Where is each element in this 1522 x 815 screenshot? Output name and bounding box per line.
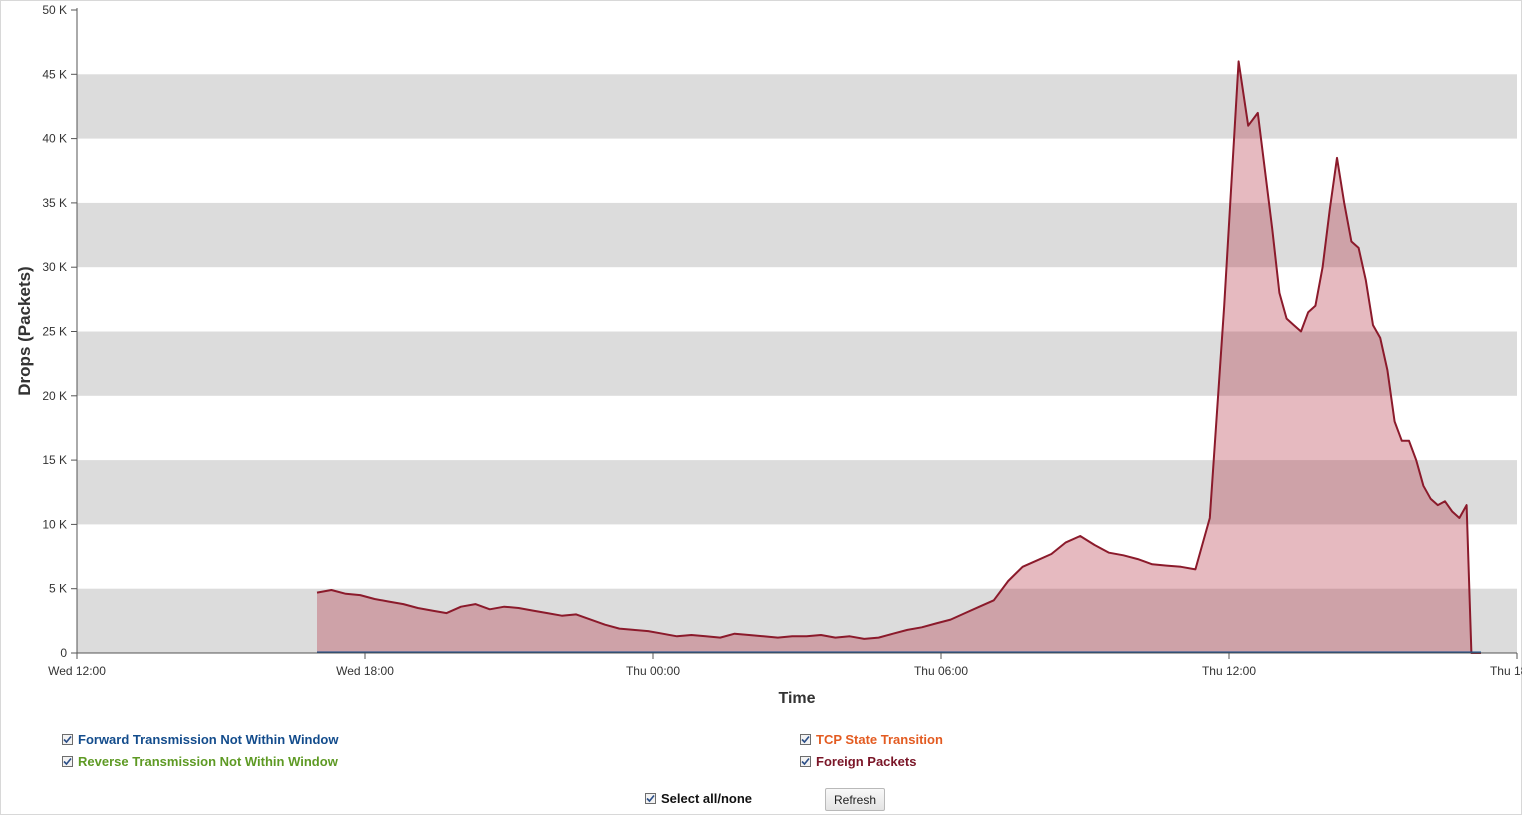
- y-tick-label: 35 K: [42, 196, 67, 210]
- x-tick-label: Thu 00:00: [626, 664, 680, 678]
- x-tick-label: Thu 18:00: [1490, 664, 1522, 678]
- grid-band: [77, 588, 1517, 653]
- checkbox-select-all[interactable]: [645, 793, 656, 804]
- y-tick-label: 10 K: [42, 517, 67, 531]
- legend-label-reverse-transmission: Reverse Transmission Not Within Window: [78, 754, 338, 769]
- select-all-none[interactable]: Select all/none: [645, 791, 752, 806]
- y-tick-label: 50 K: [42, 3, 67, 17]
- legend-item-reverse-transmission[interactable]: Reverse Transmission Not Within Window: [62, 754, 338, 769]
- select-all-label: Select all/none: [661, 791, 753, 806]
- y-tick-label: 25 K: [42, 325, 67, 339]
- grid-band: [77, 202, 1517, 268]
- x-tick-label: Thu 06:00: [914, 664, 968, 678]
- checkbox-tcp-state-transition[interactable]: [800, 734, 811, 745]
- y-tick-label: 45 K: [42, 67, 67, 81]
- refresh-button[interactable]: Refresh: [825, 788, 885, 811]
- legend-item-forward-transmission[interactable]: Forward Transmission Not Within Window: [62, 732, 339, 747]
- checkbox-forward-transmission[interactable]: [62, 734, 73, 745]
- checkbox-foreign-packets[interactable]: [800, 756, 811, 767]
- grid-band: [77, 331, 1517, 396]
- series-area-foreign-packets: [317, 61, 1481, 653]
- x-tick-label: Thu 12:00: [1202, 664, 1256, 678]
- y-tick-label: 30 K: [42, 260, 67, 274]
- y-tick-label: 40 K: [42, 132, 67, 146]
- legend-item-foreign-packets[interactable]: Foreign Packets: [800, 754, 916, 769]
- legend-label-forward-transmission: Forward Transmission Not Within Window: [78, 732, 339, 747]
- legend-label-foreign-packets: Foreign Packets: [816, 754, 917, 769]
- checkbox-reverse-transmission[interactable]: [62, 756, 73, 767]
- series-line-foreign-packets: [316, 60, 1481, 654]
- x-tick-label: Wed 12:00: [48, 664, 106, 678]
- y-tick-label: 15 K: [42, 453, 67, 467]
- legend-item-tcp-state-transition[interactable]: TCP State Transition: [800, 732, 943, 747]
- x-axis-title: Time: [778, 690, 815, 707]
- y-axis-title: Drops (Packets): [15, 266, 34, 395]
- grid-band: [77, 74, 1517, 139]
- y-tick-label: 0: [60, 646, 67, 660]
- legend-label-tcp-state-transition: TCP State Transition: [816, 732, 943, 747]
- x-tick-label: Wed 18:00: [336, 664, 394, 678]
- grid-band: [77, 460, 1517, 525]
- y-tick-label: 20 K: [42, 389, 67, 403]
- drops-chart: 0 5 K 10 K 15 K 20 K 25 K 30 K 35 K 40 K 45 K 50 K…: [15, 3, 1522, 707]
- y-tick-label: 5 K: [49, 582, 67, 596]
